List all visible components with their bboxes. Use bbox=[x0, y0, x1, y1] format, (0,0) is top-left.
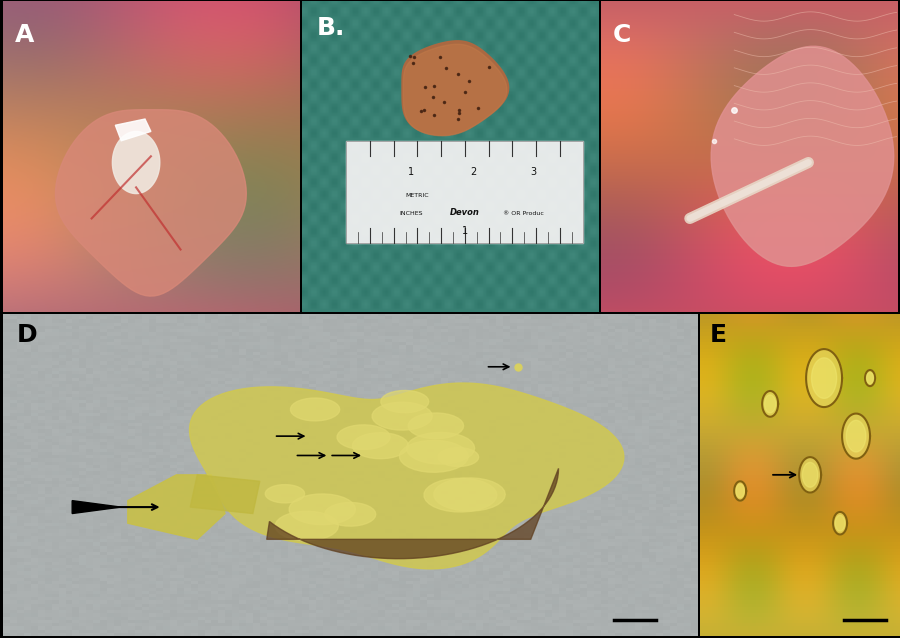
Polygon shape bbox=[407, 433, 474, 464]
Polygon shape bbox=[402, 41, 508, 135]
Text: 3: 3 bbox=[530, 167, 536, 177]
Polygon shape bbox=[346, 141, 583, 243]
Text: D: D bbox=[16, 323, 37, 347]
Polygon shape bbox=[381, 390, 428, 413]
Polygon shape bbox=[424, 478, 497, 512]
Polygon shape bbox=[803, 463, 818, 487]
Polygon shape bbox=[812, 358, 837, 398]
Polygon shape bbox=[762, 391, 778, 417]
Polygon shape bbox=[190, 475, 260, 514]
Polygon shape bbox=[275, 511, 338, 540]
Text: 1: 1 bbox=[409, 167, 415, 177]
Polygon shape bbox=[438, 448, 479, 466]
Text: B.: B. bbox=[317, 17, 345, 40]
Text: A: A bbox=[14, 23, 34, 47]
Polygon shape bbox=[128, 475, 225, 539]
Polygon shape bbox=[846, 420, 866, 452]
Polygon shape bbox=[806, 349, 842, 407]
Polygon shape bbox=[266, 468, 559, 559]
Polygon shape bbox=[325, 503, 376, 526]
Polygon shape bbox=[112, 131, 160, 193]
Polygon shape bbox=[799, 457, 821, 493]
Text: ® OR Produc: ® OR Produc bbox=[503, 211, 544, 216]
Text: 2: 2 bbox=[471, 167, 477, 177]
Polygon shape bbox=[291, 398, 340, 421]
Polygon shape bbox=[865, 370, 875, 386]
Polygon shape bbox=[734, 481, 746, 501]
Polygon shape bbox=[409, 413, 464, 439]
Text: 1: 1 bbox=[462, 226, 468, 236]
Polygon shape bbox=[764, 395, 776, 413]
Polygon shape bbox=[400, 440, 468, 472]
Polygon shape bbox=[289, 494, 356, 524]
Polygon shape bbox=[434, 478, 505, 511]
Polygon shape bbox=[842, 413, 870, 459]
Polygon shape bbox=[353, 433, 409, 459]
Polygon shape bbox=[115, 119, 151, 141]
Text: Devon: Devon bbox=[450, 209, 480, 218]
Polygon shape bbox=[72, 501, 121, 514]
Polygon shape bbox=[190, 383, 624, 569]
Text: INCHES: INCHES bbox=[400, 211, 423, 216]
Polygon shape bbox=[338, 425, 390, 449]
Text: C: C bbox=[613, 23, 631, 47]
Polygon shape bbox=[56, 110, 247, 296]
Text: METRIC: METRIC bbox=[406, 193, 429, 198]
Polygon shape bbox=[373, 402, 432, 430]
Polygon shape bbox=[736, 484, 744, 498]
Polygon shape bbox=[833, 512, 847, 535]
Polygon shape bbox=[835, 516, 845, 531]
Polygon shape bbox=[867, 373, 874, 383]
Polygon shape bbox=[711, 47, 894, 267]
Polygon shape bbox=[266, 485, 305, 503]
Polygon shape bbox=[403, 44, 507, 136]
Text: E: E bbox=[710, 323, 727, 347]
